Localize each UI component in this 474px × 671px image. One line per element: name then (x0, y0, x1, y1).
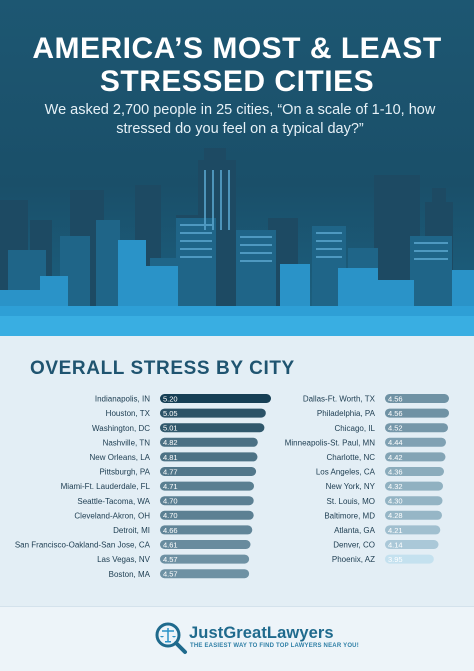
city-label-0-7: Seattle-Tacoma, WA (77, 497, 150, 506)
value-label-1-8: 4.28 (388, 511, 403, 520)
bar-0-10 (160, 540, 251, 549)
value-label-1-9: 4.21 (388, 526, 403, 535)
bar-1-0 (385, 394, 449, 403)
city-label-0-4: New Orleans, LA (90, 453, 151, 462)
city-label-0-10: San Francisco-Oakland-San Jose, CA (15, 541, 151, 550)
bar-0-3 (160, 437, 258, 447)
bar-1-9 (385, 525, 441, 535)
bar-0-1 (160, 408, 266, 418)
city-label-1-4: Charlotte, NC (327, 453, 376, 462)
city-label-0-6: Miami-Ft. Lauderdale, FL (61, 482, 151, 491)
brand-name[interactable]: JustGreatLawyers (189, 624, 334, 642)
city-label-1-11: Phoenix, AZ (332, 555, 375, 564)
city-label-0-2: Washington, DC (92, 424, 150, 433)
bar-1-8 (385, 510, 442, 520)
value-label-1-4: 4.42 (388, 453, 403, 462)
title-line-2: STRESSED CITIES (99, 65, 375, 98)
value-label-0-5: 4.77 (163, 467, 178, 476)
bar-0-2 (160, 423, 265, 433)
bar-1-10 (385, 540, 439, 549)
value-label-0-10: 4.61 (163, 540, 178, 549)
city-label-0-3: Nashville, TN (103, 438, 151, 447)
city-skyline-illustration (0, 148, 474, 336)
value-label-0-8: 4.70 (163, 511, 178, 520)
bar-1-11 (385, 554, 434, 564)
bar-1-2 (385, 423, 448, 433)
value-label-1-1: 4.56 (388, 409, 403, 418)
title-line-1: AMERICA’S MOST & LEAST (32, 32, 442, 65)
city-label-0-1: Houston, TX (106, 409, 151, 418)
value-label-1-6: 4.32 (388, 482, 403, 491)
city-label-0-5: Pittsburgh, PA (99, 468, 150, 477)
value-label-0-4: 4.81 (163, 453, 178, 462)
city-label-1-10: Denver, CO (333, 541, 375, 550)
footer (0, 606, 474, 671)
chart-heading: OVERALL STRESS BY CITY (30, 358, 295, 379)
value-label-0-6: 4.71 (163, 482, 178, 491)
bar-0-5 (160, 467, 257, 476)
bar-1-3 (385, 437, 446, 447)
value-label-0-11: 4.57 (163, 555, 178, 564)
bar-1-6 (385, 481, 443, 491)
value-label-1-11: 3.95 (388, 555, 403, 564)
bar-1-4 (385, 452, 446, 462)
page-subtitle: We asked 2,700 people in 25 cities, “On … (44, 102, 436, 137)
value-label-0-2: 5.01 (163, 424, 178, 433)
bar-0-8 (160, 510, 254, 520)
value-label-1-2: 4.52 (388, 424, 403, 433)
value-label-1-3: 4.44 (388, 438, 403, 447)
city-label-1-0: Dallas-Ft. Worth, TX (303, 395, 376, 404)
bar-0-6 (160, 481, 254, 491)
bar-0-12 (160, 569, 250, 579)
bar-0-0 (160, 394, 271, 403)
city-label-0-12: Boston, MA (109, 570, 151, 579)
bar-0-9 (160, 525, 253, 535)
value-label-0-0: 5.20 (163, 394, 178, 403)
value-label-1-5: 4.36 (388, 467, 403, 476)
city-label-0-0: Indianapolis, IN (95, 395, 150, 404)
city-label-0-8: Cleveland-Akron, OH (74, 511, 150, 520)
bar-0-7 (160, 496, 254, 506)
hero-banner: AMERICA’S MOST & LEAST STRESSED CITIES W… (0, 0, 474, 336)
stress-bar-chart: Indianapolis, IN 5.20 Houston, TX 5.05 Washi… (15, 394, 449, 579)
city-label-1-9: Atlanta, GA (334, 526, 376, 535)
city-label-0-11: Las Vegas, NV (97, 555, 151, 564)
bar-1-7 (385, 496, 443, 506)
value-label-1-7: 4.30 (388, 497, 403, 506)
bar-1-1 (385, 408, 449, 418)
city-label-1-8: Baltimore, MD (324, 511, 375, 520)
city-label-1-5: Los Angeles, CA (316, 468, 376, 477)
bar-0-11 (160, 554, 250, 564)
brand-tagline: THE EASIEST WAY TO FIND TOP LAWYERS NEAR… (190, 643, 359, 649)
city-label-1-6: New York, NY (326, 482, 376, 491)
scales-of-justice-magnifier-icon (155, 622, 187, 654)
value-label-0-7: 4.70 (163, 497, 178, 506)
bar-1-5 (385, 467, 444, 476)
value-label-0-12: 4.57 (163, 570, 178, 579)
city-label-0-9: Detroit, MI (113, 526, 150, 535)
city-label-1-1: Philadelphia, PA (317, 409, 376, 418)
value-label-0-9: 4.66 (163, 526, 178, 535)
value-label-0-1: 5.05 (163, 409, 178, 418)
value-label-0-3: 4.82 (163, 438, 178, 447)
city-label-1-3: Minneapolis-St. Paul, MN (285, 438, 375, 447)
value-label-1-0: 4.56 (388, 394, 403, 403)
page-title: AMERICA’S MOST & LEAST STRESSED CITIES (0, 32, 474, 98)
bar-0-4 (160, 452, 258, 462)
city-label-1-7: St. Louis, MO (327, 497, 375, 506)
city-label-1-2: Chicago, IL (335, 424, 376, 433)
value-label-1-10: 4.14 (388, 540, 403, 549)
